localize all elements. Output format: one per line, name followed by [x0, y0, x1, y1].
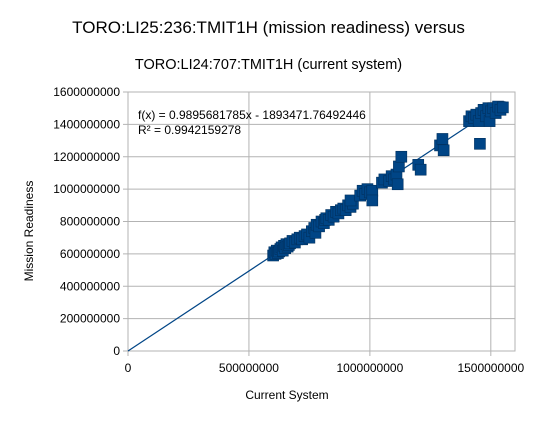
trendline-r2: R² = 0.9942159278	[138, 123, 241, 137]
plot-area	[127, 91, 516, 352]
x-tick-label: 1500000000	[457, 361, 524, 375]
x-tick-label: 500000000	[219, 361, 279, 375]
data-point	[393, 160, 405, 173]
y-axis-label: Mission Readiness	[22, 181, 36, 282]
data-point	[474, 138, 486, 150]
y-tick-label: 600000000	[60, 247, 120, 261]
data-point	[414, 163, 427, 176]
y-tick-label: 1000000000	[53, 182, 120, 196]
y-tick-label: 0	[113, 344, 120, 358]
y-tick-label: 200000000	[60, 312, 120, 326]
y-tick-label: 1200000000	[53, 150, 120, 164]
data-point	[497, 101, 509, 114]
y-tick-label: 400000000	[60, 279, 120, 293]
y-tick-label: 1600000000	[53, 85, 120, 99]
data-points	[267, 100, 509, 262]
tick-labels: 0 200000000 400000000 600000000 800000000 100…	[53, 85, 524, 375]
y-tick-label: 1400000000	[53, 117, 120, 131]
data-point	[391, 178, 404, 191]
y-tick-label: 800000000	[60, 215, 120, 229]
data-point	[395, 150, 408, 163]
chart-title-line1: TORO:LI25:236:TMIT1H (mission readiness)…	[72, 18, 465, 37]
x-axis-label: Current System	[245, 388, 328, 402]
data-point	[366, 184, 379, 197]
data-point	[344, 194, 357, 207]
x-tick-label: 0	[125, 361, 132, 375]
data-point	[436, 133, 449, 145]
x-tick-label: 1000000000	[337, 361, 404, 375]
data-point	[437, 144, 450, 157]
trendline-equation: f(x) = 0.9895681785x - 1893471.76492446	[138, 108, 366, 122]
chart-title-line2: TORO:LI24:707:TMIT1H (current system)	[134, 57, 403, 73]
data-point	[366, 194, 379, 207]
